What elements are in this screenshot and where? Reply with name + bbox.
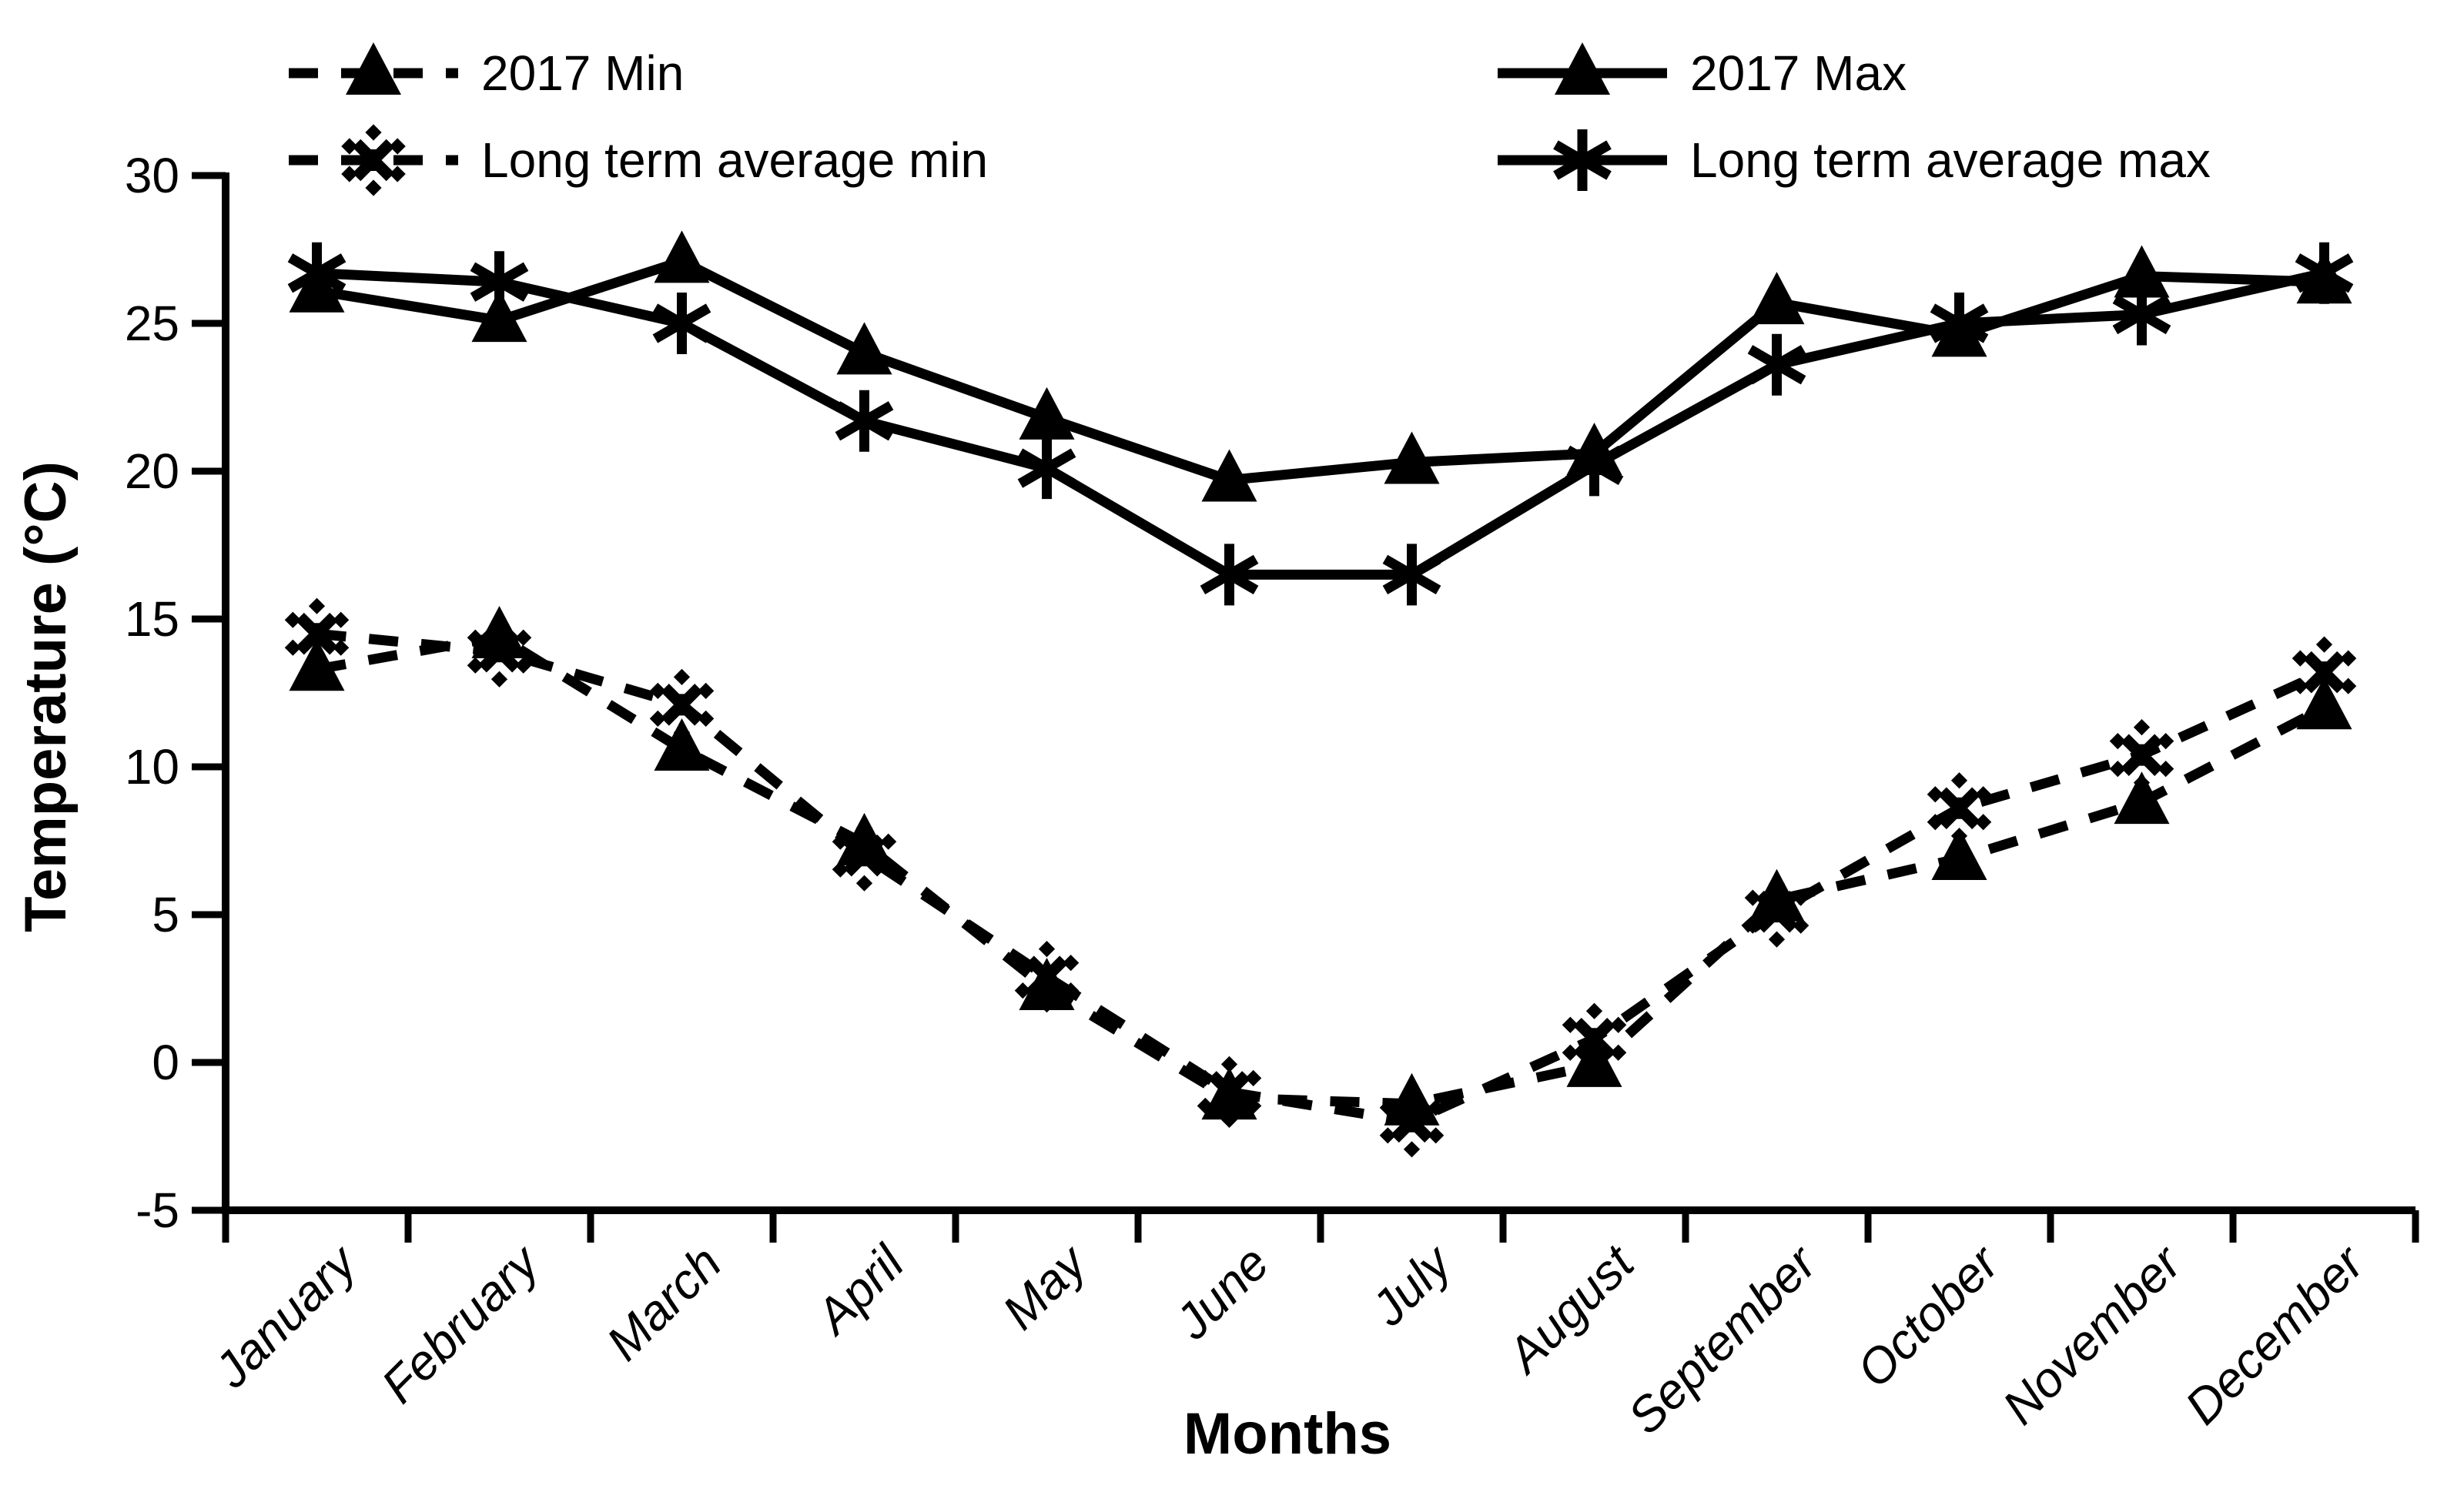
data-point-2017-max-july: [1384, 431, 1440, 484]
data-point-long-term-average-max-march: [652, 293, 711, 354]
data-point-2017-min-april: [836, 812, 892, 865]
data-point-2017-min-september: [1749, 868, 1805, 922]
series-line-long-term-average-max: [316, 268, 2325, 580]
x-axis-label-september: September: [1617, 1233, 1828, 1444]
x-axis-label-february: February: [370, 1233, 551, 1414]
data-point-2017-max-september: [1749, 272, 1805, 325]
data-point-long-term-average-min-february: [467, 615, 532, 688]
legend-marker-2017-max: [1555, 42, 1610, 95]
data-point-long-term-average-min-november: [2109, 719, 2174, 791]
series-line-2017-min: [316, 631, 2327, 1109]
data-point-long-term-average-max-september: [1747, 333, 1806, 396]
data-point-long-term-average-max-november: [2112, 283, 2171, 346]
data-point-2017-max-june: [1201, 449, 1257, 502]
data-point-long-term-average-min-january: [284, 597, 350, 670]
data-point-long-term-average-min-march: [649, 668, 715, 741]
series-line-2017-max: [316, 256, 2325, 486]
data-point-long-term-average-max-august: [1565, 434, 1624, 497]
data-point-2017-min-november: [2114, 771, 2170, 825]
legend-label-long-term-average-max: Long term average max: [1690, 132, 2211, 188]
data-point-long-term-average-max-february: [470, 251, 529, 313]
legend-label-long-term-average-min: Long term average min: [481, 132, 988, 188]
axes: 30 25 20 15 10 5 0 -5 January February March April M…: [125, 148, 2419, 1444]
y-tick-label-25: 25: [125, 296, 179, 351]
data-point-2017-max-april: [836, 322, 892, 375]
y-tick-label-0: 0: [152, 1035, 179, 1090]
y-tick-label-10: 10: [125, 739, 179, 795]
x-axis-title: Months: [1183, 1401, 1391, 1467]
x-axis-label-april: April: [803, 1234, 916, 1347]
legend-label-2017-max: 2017 Max: [1690, 45, 1907, 101]
data-point-long-term-average-min-october: [1927, 772, 1992, 845]
y-tick-label-30: 30: [125, 148, 179, 203]
legend-marker-2017-min: [346, 42, 401, 95]
data-point-long-term-average-max-july: [1382, 544, 1441, 606]
x-axis-label-january: January: [203, 1233, 369, 1398]
x-axis-label-december: December: [2174, 1233, 2376, 1435]
y-tick-label--5: -5: [136, 1183, 179, 1238]
y-axis-title: Temperature (°C): [13, 461, 79, 932]
data-point-2017-max-march: [654, 230, 710, 283]
y-tick-label-15: 15: [125, 591, 179, 647]
data-point-2017-max-november: [2114, 245, 2170, 298]
series-markers: [284, 230, 2357, 1158]
y-tick-label-5: 5: [152, 887, 179, 942]
data-point-long-term-average-max-april: [835, 390, 894, 452]
y-tick-label-20: 20: [125, 443, 179, 499]
x-axis-label-june: June: [1164, 1235, 1280, 1350]
data-point-long-term-average-max-january: [287, 242, 346, 304]
data-point-long-term-average-min-december: [2292, 636, 2357, 708]
series-lines: [316, 256, 2327, 1127]
data-point-2017-max-february: [471, 289, 527, 343]
data-point-long-term-average-min-september: [1744, 875, 1810, 948]
series-line-long-term-average-min: [316, 628, 2327, 1127]
data-point-2017-max-may: [1019, 386, 1075, 440]
data-point-long-term-average-max-october: [1930, 293, 1989, 354]
legend-item-2017-max: [1498, 42, 1667, 95]
x-axis-label-november: November: [1992, 1233, 2194, 1435]
data-point-long-term-average-max-may: [1017, 437, 1076, 500]
x-axis-label-may: May: [992, 1233, 1099, 1340]
legend-item-long-term-average-max: [1498, 129, 1667, 191]
x-axis-label-july: July: [1360, 1233, 1464, 1337]
data-point-long-term-average-max-december: [2295, 242, 2354, 304]
x-axis-label-march: March: [596, 1235, 732, 1371]
x-axis-label-october: October: [1846, 1233, 2011, 1398]
data-point-2017-min-march: [654, 718, 710, 771]
legend-item-long-term-average-min: [289, 124, 458, 196]
legend-label-2017-min: 2017 Min: [481, 45, 684, 101]
data-point-2017-min-october: [1931, 828, 1987, 881]
data-point-long-term-average-min-august: [1562, 1002, 1627, 1075]
data-point-long-term-average-max-june: [1200, 544, 1259, 606]
legend-marker-long-term-average-max: [1553, 129, 1612, 191]
legend-item-2017-min: [289, 42, 458, 95]
x-axis-label-august: August: [1495, 1233, 1645, 1384]
